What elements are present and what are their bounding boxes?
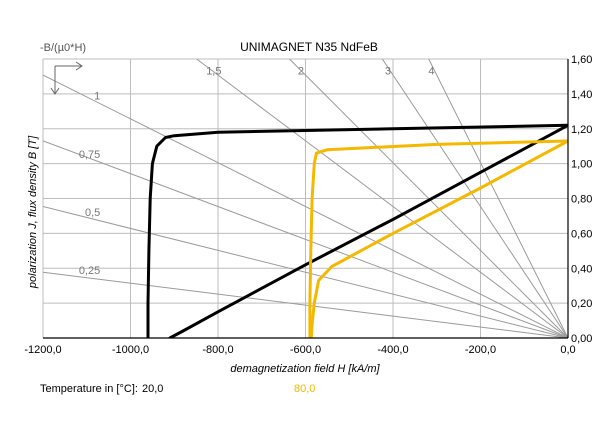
y-tick-label: 0,40 (571, 263, 592, 275)
load-line-label: 0,75 (79, 149, 100, 161)
y-tick-label: 0,00 (571, 333, 592, 345)
load-line (43, 74, 568, 338)
x-tick-label: -1200,0 (24, 344, 61, 356)
x-tick-label: -1000,0 (112, 344, 149, 356)
curve-B-20,0 (168, 123, 568, 338)
y-axis-label: polarization J, flux density B [T] (27, 135, 39, 289)
load-line (43, 271, 568, 338)
corner-arrow-icon (50, 61, 83, 95)
y-tick-label: 0,20 (571, 298, 592, 310)
chart-title: UNIMAGNET N35 NdFeB (240, 40, 378, 54)
x-tick-label: -800,0 (202, 344, 233, 356)
y-tick-label: 1,00 (571, 159, 592, 171)
load-line-label: 2 (298, 65, 304, 77)
load-line-label: 0,25 (79, 265, 100, 277)
y-tick-label: 1,20 (571, 124, 592, 136)
x-tick-label: -400,0 (377, 344, 408, 356)
legend-label: Temperature in [°C]: (40, 383, 138, 395)
load-line-label: 4 (428, 65, 434, 77)
x-tick-label: 0,0 (560, 344, 575, 356)
curves (146, 123, 568, 338)
y-tick-label: 0,60 (571, 228, 592, 240)
legend-entry-20: 20,0 (142, 383, 164, 395)
x-tick-label: -200,0 (465, 344, 496, 356)
x-tick-label: -600,0 (290, 344, 321, 356)
load-line (196, 59, 568, 338)
load-line-label: 3 (385, 65, 391, 77)
x-axis-label: demagnetization field H [kA/m] (230, 363, 380, 375)
legend-entry-80: 80,0 (294, 383, 316, 395)
load-line (43, 140, 568, 338)
plot-frame (43, 59, 569, 339)
load-line (381, 59, 568, 338)
load-line-label: 1 (94, 91, 100, 103)
y-tick-labels: 0,00 0,20 0,40 0,60 0,80 1,00 1,20 1,40 1,60 (571, 54, 592, 345)
load-line (428, 59, 568, 338)
y-tick-label: 0,80 (571, 194, 592, 206)
y-tick-label: 1,40 (571, 89, 592, 101)
curve-B-80,0 (309, 139, 568, 338)
load-line-labels: 0,25 0,5 0,75 1 1,5 2 3 4 (79, 65, 435, 276)
load-line (43, 206, 568, 338)
y-tick-label: 1,60 (571, 54, 592, 66)
load-line-label: 1,5 (206, 65, 221, 77)
curve-J-80,0 (308, 139, 568, 338)
load-line-label: 0,5 (85, 207, 100, 219)
corner-label: -B/(µ0*H) (40, 42, 86, 54)
curve-J-20,0 (146, 123, 568, 338)
x-tick-labels: -1200,0 -1000,0 -800,0 -600,0 -400,0 -200,0 0,… (24, 344, 575, 356)
